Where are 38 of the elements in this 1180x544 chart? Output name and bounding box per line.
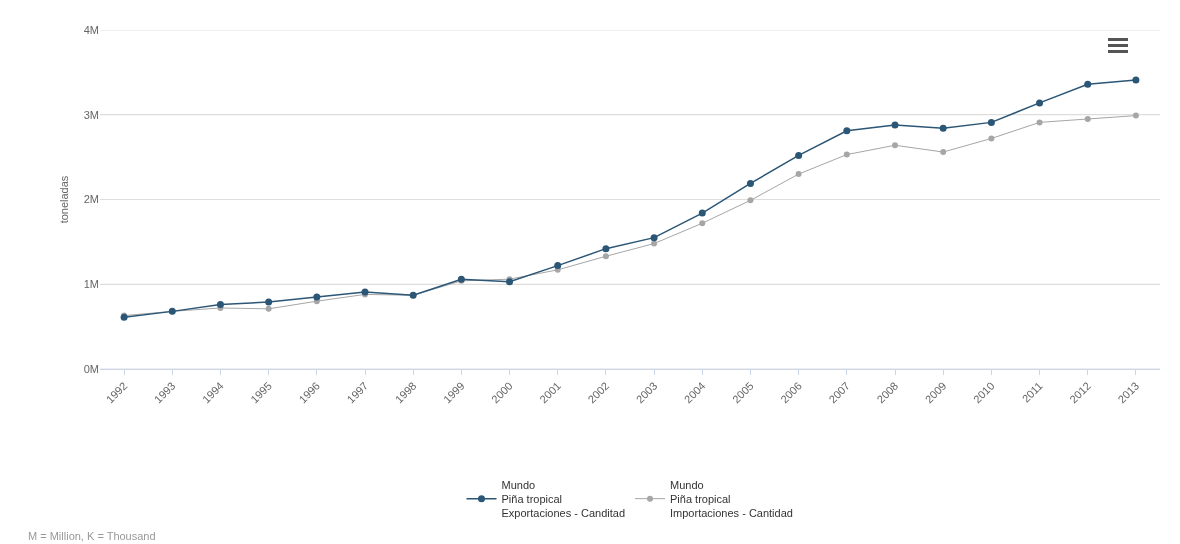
point — [940, 149, 947, 156]
point — [313, 293, 321, 301]
y-tick-label: 4M — [83, 23, 99, 36]
y-tick-label: 0M — [83, 362, 99, 375]
point — [699, 220, 706, 227]
point — [988, 135, 995, 142]
point — [265, 305, 272, 312]
point — [939, 124, 947, 132]
point — [1132, 112, 1139, 119]
point — [1084, 80, 1092, 88]
point — [651, 240, 658, 247]
point — [1036, 119, 1043, 126]
point — [698, 209, 706, 217]
point — [892, 142, 898, 149]
y-tick-label: 1M — [83, 278, 99, 291]
point — [747, 197, 754, 204]
point — [650, 234, 658, 242]
y-axis-title: toneladas — [58, 175, 70, 224]
point — [216, 301, 224, 309]
text: M = Million, K = Thousand — [28, 530, 156, 542]
point — [554, 262, 562, 270]
legend-label: Mundo Piña tropical Importaciones - Cantidad — [670, 478, 793, 520]
y-tick-label: 2M — [83, 193, 99, 206]
point — [1036, 99, 1044, 107]
point — [1084, 115, 1091, 122]
point — [265, 298, 273, 306]
point — [987, 118, 995, 126]
point — [843, 127, 851, 135]
point — [746, 179, 754, 187]
point — [795, 151, 803, 159]
legend-label: Mundo Piña tropical Exportaciones - Canditad — [501, 478, 626, 520]
point — [602, 253, 609, 260]
point — [1132, 76, 1140, 84]
point — [891, 121, 899, 129]
point — [843, 151, 850, 158]
point — [795, 171, 802, 178]
y-tick-label: 3M — [83, 108, 99, 121]
point — [602, 245, 610, 253]
